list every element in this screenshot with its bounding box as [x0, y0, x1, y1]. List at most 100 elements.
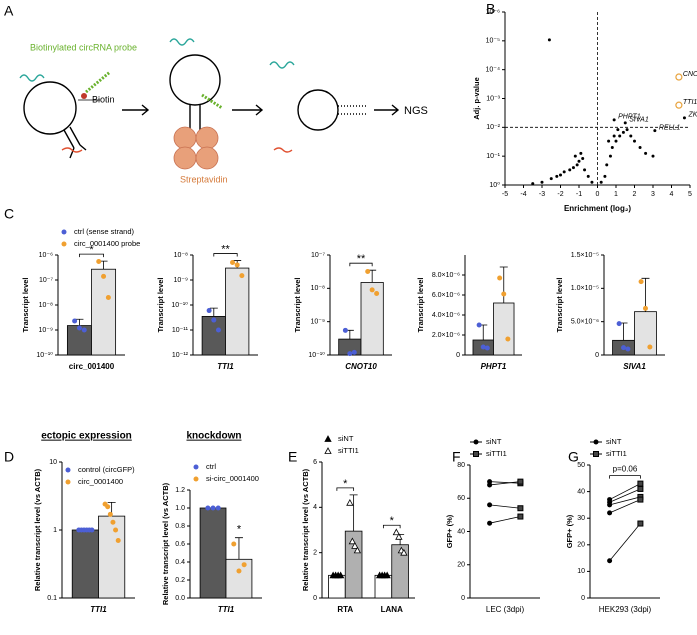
stem — [63, 126, 87, 159]
significance-label: * — [237, 524, 242, 536]
data-point — [637, 480, 644, 487]
significance-label: ** — [221, 243, 230, 255]
legend-marker — [324, 447, 332, 454]
annotation-bracket — [609, 475, 641, 479]
panel-letter: A — [4, 3, 14, 19]
y-tick-label: 6 — [313, 459, 317, 466]
x-tick-label: TTI1 — [90, 605, 107, 614]
x-tick-label: -3 — [539, 191, 545, 198]
point — [675, 73, 683, 81]
data-point — [476, 322, 482, 328]
legend-marker — [61, 241, 67, 247]
data-point — [625, 346, 631, 352]
x-tick-label: CNOT10 — [345, 362, 377, 371]
point — [531, 182, 535, 186]
streptavidin-label: Streptavidin — [180, 174, 228, 184]
point — [616, 128, 620, 132]
point — [599, 180, 603, 184]
x-tick-label: -5 — [502, 191, 508, 198]
point-label: ZKSCAN1 — [687, 112, 697, 119]
legend-marker — [61, 229, 67, 235]
point — [675, 101, 683, 109]
y-tick-label: 10⁻¹¹ — [172, 327, 189, 334]
point — [682, 116, 686, 120]
data-point — [637, 496, 644, 503]
y-tick-label: 2 — [313, 550, 317, 557]
y-tick-label: 8.0×10⁻⁶ — [432, 272, 460, 279]
y-tick-label: 40 — [577, 488, 585, 495]
data-point — [110, 519, 116, 525]
point — [577, 159, 581, 163]
data-point — [231, 541, 237, 547]
pair-line — [489, 481, 521, 484]
y-axis-label: GFP+ (%) — [565, 514, 574, 548]
x-tick-label: -1 — [576, 191, 582, 198]
point — [651, 154, 655, 158]
data-point — [642, 305, 648, 311]
y-tick-label: 0.1 — [47, 595, 57, 602]
schematic: Biotinylated circRNA probe Biotin Strept… — [19, 38, 428, 184]
pair-line — [489, 504, 521, 509]
y-tick-label: 6.0×10⁻⁶ — [432, 292, 460, 299]
point — [638, 145, 642, 149]
y-tick-label: 10⁻⁷ — [39, 277, 53, 284]
data-point — [505, 336, 511, 342]
x-tick-label: -2 — [557, 191, 563, 198]
significance-bracket — [382, 524, 401, 529]
significance-bracket — [79, 253, 104, 258]
data-point — [501, 291, 507, 297]
significance-bracket — [349, 262, 373, 267]
data-point — [115, 538, 121, 544]
legend-marker — [593, 439, 599, 445]
y-tick-label: 10⁻⁸ — [174, 252, 188, 259]
data-point — [383, 571, 391, 579]
point — [653, 129, 657, 133]
panel-letter: E — [288, 449, 297, 465]
data-point — [365, 268, 371, 274]
legend-marker — [324, 435, 332, 442]
y-tick-label: 40 — [457, 528, 465, 535]
data-point — [374, 290, 380, 296]
data-point — [107, 511, 113, 517]
data-point — [607, 502, 613, 508]
stem — [338, 105, 368, 115]
probe-label: Biotinylated circRNA probe — [30, 42, 137, 52]
data-point — [105, 504, 111, 510]
error-bar — [619, 322, 628, 341]
legend-label: circ_0001400 — [78, 477, 123, 486]
y-axis-label: GFP+ (%) — [445, 514, 454, 548]
legend-marker — [193, 464, 199, 470]
arrow — [232, 104, 264, 116]
y-tick-label: 10⁻¹⁰ — [36, 351, 53, 359]
probe — [85, 70, 111, 94]
point — [583, 168, 587, 172]
x-tick-label: 5 — [688, 191, 692, 198]
y-tick-label: 1.2 — [175, 487, 185, 494]
legend-marker — [65, 467, 71, 473]
y-tick-label: 0 — [581, 595, 585, 602]
panel-letter: F — [452, 449, 461, 465]
pair-line — [609, 488, 641, 503]
data-point — [236, 568, 242, 574]
data-point — [347, 351, 353, 357]
bar — [360, 282, 384, 356]
point — [621, 130, 625, 134]
significance-label: ** — [357, 253, 366, 265]
y-axis-label: Transcript level — [21, 277, 30, 332]
y-axis-label: Transcript level — [416, 277, 425, 332]
point — [581, 156, 585, 160]
point — [555, 174, 559, 178]
legend-label: siNT — [486, 437, 502, 446]
legend-marker — [593, 451, 599, 457]
data-point — [101, 273, 107, 279]
y-tick-label: 60 — [457, 495, 465, 502]
y-tick-label: 0 — [313, 595, 317, 602]
data-point — [621, 345, 627, 351]
y-tick-label: 50 — [577, 462, 585, 469]
y-tick-label: 0 — [595, 352, 599, 359]
data-point — [234, 262, 240, 268]
point — [559, 173, 562, 177]
point — [586, 174, 590, 178]
data-point — [353, 546, 362, 554]
data-point — [230, 260, 236, 266]
